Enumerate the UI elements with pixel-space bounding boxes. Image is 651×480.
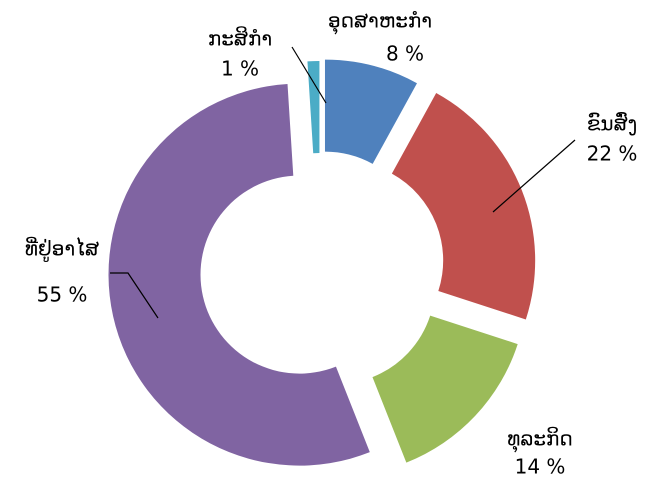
donut-slice (307, 61, 320, 154)
donut-slice (372, 315, 518, 463)
category-label: ທີ່ຢູ່ອາໄສ (25, 236, 99, 262)
leader-line (110, 272, 159, 319)
category-label: ກະສິກຳ (208, 26, 272, 50)
value-label: 8 % (386, 42, 424, 66)
value-label: 1 % (221, 57, 259, 81)
donut-slice (108, 83, 370, 466)
value-label: 22 % (587, 142, 638, 166)
leader-line (492, 139, 576, 213)
category-label: ທຸລະກິດ (507, 426, 573, 452)
donut-slice (324, 59, 417, 164)
category-label: ຂົນສົ່ງ (587, 112, 638, 136)
value-label: 14 % (515, 455, 566, 479)
category-label: ອຸດສາຫະກຳ (328, 9, 432, 35)
leader-line (291, 46, 327, 104)
donut-slice (391, 93, 536, 320)
value-label: 55 % (37, 283, 88, 307)
